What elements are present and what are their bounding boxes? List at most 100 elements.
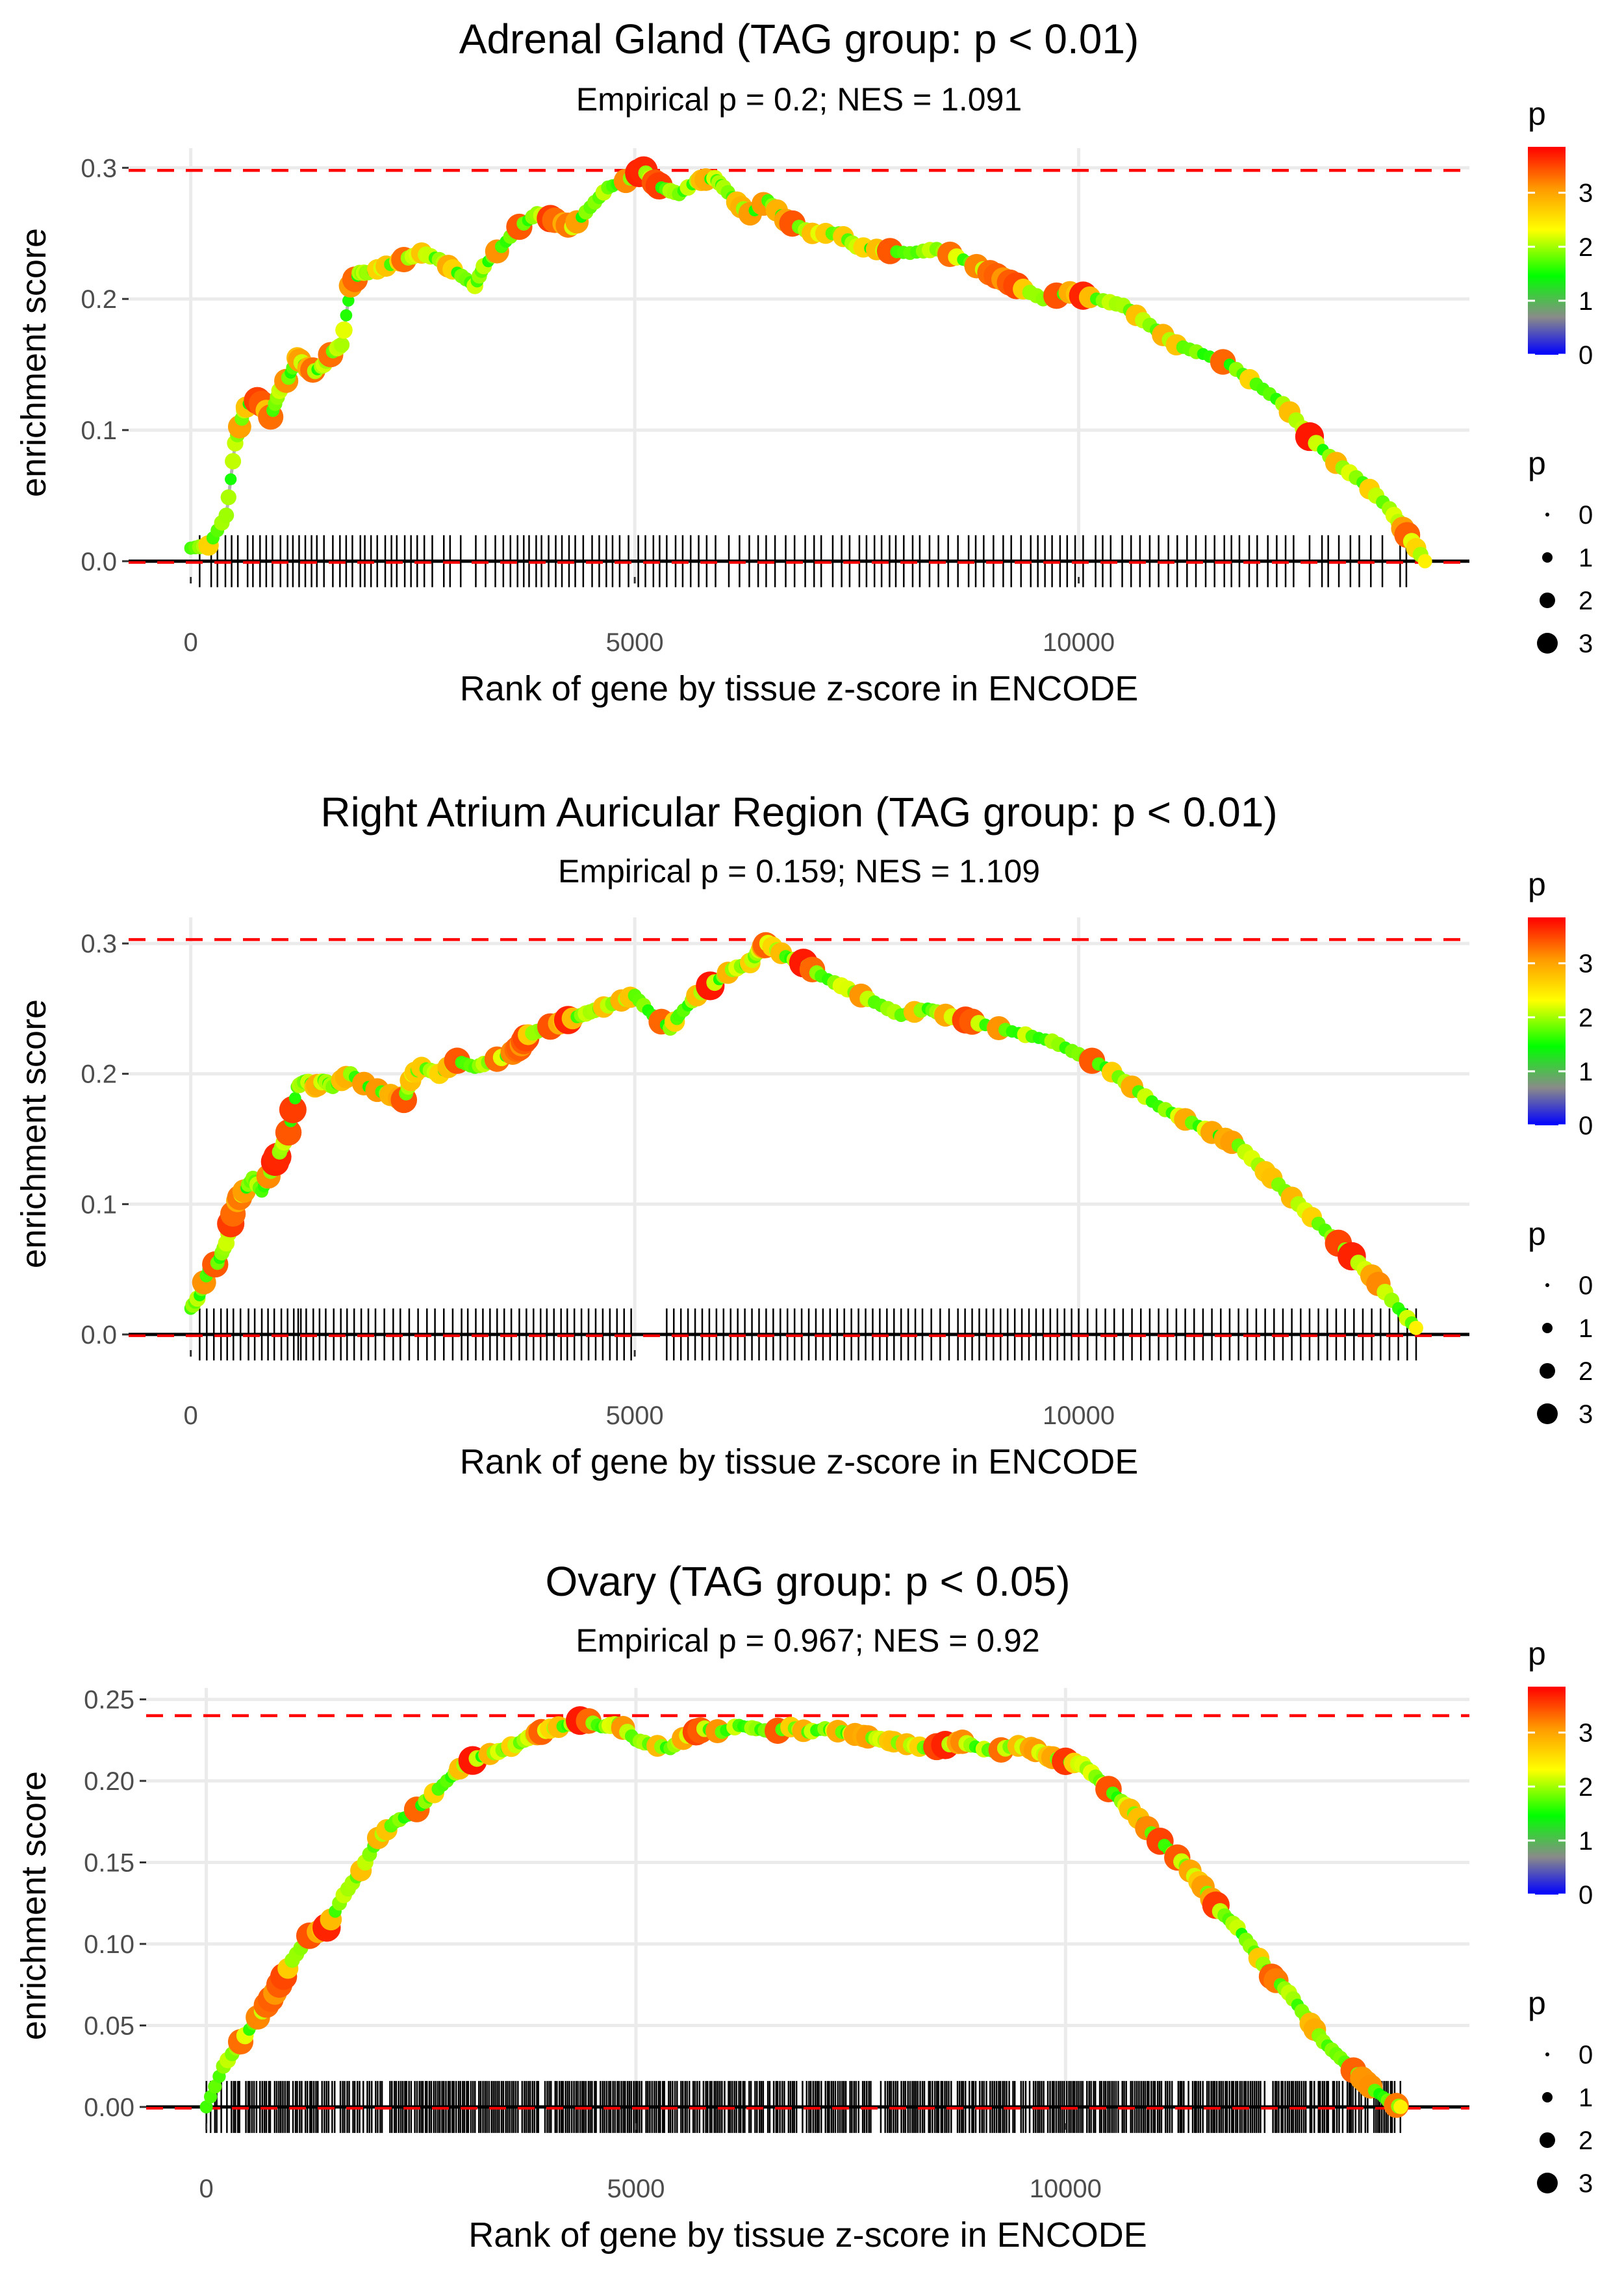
x-tick-label: 5000 bbox=[606, 1401, 664, 1430]
size-legend-label: 2 bbox=[1579, 587, 1593, 615]
size-legend-dot bbox=[1542, 552, 1553, 563]
size-legend-dot bbox=[1537, 1403, 1558, 1424]
color-legend-label: 3 bbox=[1579, 1719, 1593, 1748]
es-point bbox=[279, 1095, 307, 1123]
panel-1: Adrenal Gland (TAG group: p < 0.01) Empir… bbox=[14, 16, 1593, 708]
es-point bbox=[340, 309, 353, 322]
y-tick-label: 0.1 bbox=[81, 416, 117, 445]
size-legend-label: 1 bbox=[1579, 1314, 1593, 1343]
color-legend-label: 3 bbox=[1579, 179, 1593, 208]
y-axis-title: enrichment score bbox=[14, 1771, 53, 2040]
x-tick-label: 10000 bbox=[1030, 2175, 1102, 2203]
es-point bbox=[225, 453, 242, 470]
size-legend-dot bbox=[1537, 2173, 1558, 2193]
panel-2: Right Atrium Auricular Region (TAG group… bbox=[14, 789, 1593, 1481]
es-point bbox=[203, 2089, 218, 2104]
es-point bbox=[335, 321, 353, 339]
es-point bbox=[1417, 554, 1432, 568]
es-point bbox=[208, 2079, 222, 2094]
size-legend-dot bbox=[1545, 1283, 1549, 1287]
size-legend-dot bbox=[1537, 633, 1558, 654]
legend: p 0 1 2 3 p 0 1 2 3 bbox=[1528, 96, 1593, 658]
y-tick-label: 0.05 bbox=[84, 2012, 134, 2040]
x-tick-label: 0 bbox=[184, 1401, 198, 1430]
legend: p 0 1 2 3 p 0 1 2 3 bbox=[1528, 1635, 1593, 2198]
y-tick-label: 0.20 bbox=[84, 1767, 134, 1796]
color-legend-title: p bbox=[1528, 1635, 1546, 1672]
y-tick-label: 0.1 bbox=[81, 1190, 117, 1219]
size-legend-label: 3 bbox=[1579, 630, 1593, 658]
x-tick-label: 10000 bbox=[1043, 628, 1115, 657]
es-point bbox=[1393, 2099, 1408, 2114]
size-legend-label: 2 bbox=[1579, 2127, 1593, 2155]
y-tick-label: 0.0 bbox=[81, 548, 117, 576]
es-point bbox=[288, 1092, 301, 1105]
size-legend-dot bbox=[1545, 513, 1549, 517]
x-tick-label: 0 bbox=[184, 628, 198, 657]
size-legend-title: p bbox=[1528, 1216, 1546, 1252]
es-point bbox=[1408, 1320, 1423, 1335]
y-tick-label: 0.2 bbox=[81, 1060, 117, 1089]
size-legend-dot bbox=[1540, 1363, 1555, 1379]
chart-subtitle: Empirical p = 0.967; NES = 0.92 bbox=[576, 1622, 1039, 1659]
x-tick-label: 5000 bbox=[606, 628, 664, 657]
size-legend-label: 3 bbox=[1579, 2169, 1593, 2198]
size-legend-label: 1 bbox=[1579, 2084, 1593, 2112]
y-axis-title: enrichment score bbox=[14, 999, 53, 1268]
color-legend-label: 1 bbox=[1579, 287, 1593, 316]
size-legend-label: 1 bbox=[1579, 544, 1593, 572]
chart-title: Adrenal Gland (TAG group: p < 0.01) bbox=[459, 16, 1139, 62]
legend: p 0 1 2 3 p 0 1 2 3 bbox=[1528, 866, 1593, 1429]
es-point bbox=[225, 473, 237, 485]
size-legend-dot bbox=[1542, 1323, 1553, 1333]
x-tick-label: 5000 bbox=[607, 2175, 665, 2203]
size-legend-label: 3 bbox=[1579, 1400, 1593, 1429]
x-tick-label: 0 bbox=[199, 2175, 213, 2203]
color-legend-label: 2 bbox=[1579, 1004, 1593, 1032]
chart-title: Right Atrium Auricular Region (TAG group… bbox=[320, 789, 1277, 836]
color-bar bbox=[1528, 1687, 1566, 1895]
es-point bbox=[333, 337, 350, 353]
y-tick-label: 0.3 bbox=[81, 930, 117, 958]
chart-title: Ovary (TAG group: p < 0.05) bbox=[545, 1558, 1070, 1605]
color-legend-label: 0 bbox=[1579, 1881, 1593, 1910]
color-legend-title: p bbox=[1528, 96, 1546, 132]
size-legend-title: p bbox=[1528, 1985, 1546, 2021]
y-tick-label: 0.3 bbox=[81, 154, 117, 183]
y-tick-label: 0.0 bbox=[81, 1321, 117, 1349]
size-legend-dot bbox=[1540, 2132, 1555, 2148]
color-legend-label: 0 bbox=[1579, 341, 1593, 370]
y-tick-label: 0.00 bbox=[84, 2093, 134, 2122]
panel-3: Ovary (TAG group: p < 0.05) Empirical p =… bbox=[14, 1558, 1593, 2255]
size-legend-label: 2 bbox=[1579, 1357, 1593, 1386]
y-tick-label: 0.25 bbox=[84, 1686, 134, 1715]
y-tick-label: 0.15 bbox=[84, 1849, 134, 1878]
color-legend-label: 0 bbox=[1579, 1112, 1593, 1140]
chart-subtitle: Empirical p = 0.2; NES = 1.091 bbox=[576, 81, 1022, 118]
color-bar bbox=[1528, 917, 1566, 1125]
color-legend-label: 2 bbox=[1579, 233, 1593, 262]
es-point bbox=[220, 489, 236, 505]
color-legend-title: p bbox=[1528, 866, 1546, 902]
chart-subtitle: Empirical p = 0.159; NES = 1.109 bbox=[558, 853, 1040, 889]
size-legend-dot bbox=[1540, 593, 1555, 608]
x-axis-title: Rank of gene by tissue z-score in ENCODE bbox=[460, 1442, 1138, 1481]
x-tick-label: 10000 bbox=[1043, 1401, 1115, 1430]
es-point bbox=[199, 2100, 213, 2114]
size-legend-title: p bbox=[1528, 445, 1546, 481]
es-point bbox=[218, 507, 235, 523]
color-legend-label: 1 bbox=[1579, 1058, 1593, 1086]
size-legend-label: 0 bbox=[1579, 501, 1593, 530]
y-tick-label: 0.2 bbox=[81, 285, 117, 314]
y-axis-title: enrichment score bbox=[14, 228, 53, 497]
y-tick-label: 0.10 bbox=[84, 1930, 134, 1959]
x-axis-title: Rank of gene by tissue z-score in ENCODE bbox=[468, 2216, 1147, 2255]
es-point bbox=[275, 1119, 302, 1146]
size-legend-dot bbox=[1545, 2052, 1549, 2056]
size-legend-label: 0 bbox=[1579, 1271, 1593, 1300]
color-legend-label: 2 bbox=[1579, 1773, 1593, 1802]
color-legend-label: 1 bbox=[1579, 1827, 1593, 1856]
color-legend-label: 3 bbox=[1579, 950, 1593, 978]
size-legend-label: 0 bbox=[1579, 2041, 1593, 2069]
